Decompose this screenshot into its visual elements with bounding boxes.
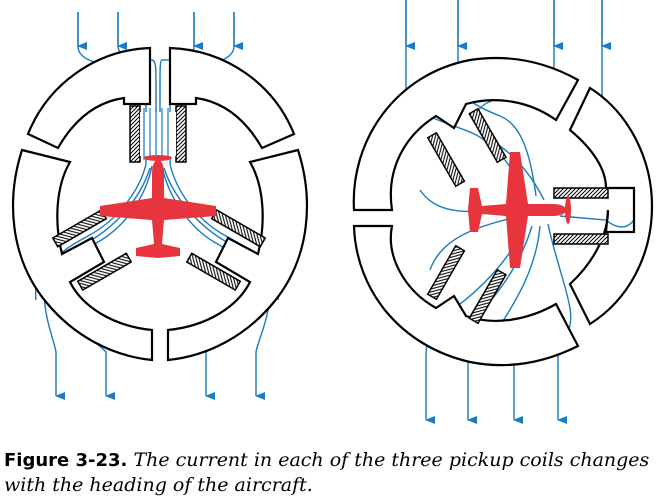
coil-icon: [426, 244, 466, 301]
coil-icon: [129, 105, 141, 163]
coil-icon: [553, 233, 609, 245]
coil-icon: [175, 105, 187, 163]
figure-caption: Figure 3-23. The current in each of the …: [4, 448, 658, 497]
coil-icon: [426, 131, 466, 188]
coil-icon: [210, 208, 267, 248]
flux-valve-diagram: [11, 0, 654, 424]
figure-label: Figure 3-23.: [4, 450, 128, 471]
left-flux-valve: [11, 12, 309, 400]
left-coils: [51, 105, 267, 292]
left-input-arrows: [77, 12, 243, 50]
right-input-arrows: [405, 0, 611, 50]
coil-icon: [76, 252, 133, 292]
right-coils: [426, 107, 609, 325]
airplane-icon: [468, 152, 571, 268]
coil-icon: [553, 187, 609, 199]
right-flux-valve: [352, 0, 654, 424]
figure-caption-text: The current in each of the three pickup …: [4, 449, 650, 496]
coil-icon: [468, 268, 508, 325]
coil-icon: [185, 252, 242, 292]
left-ring: [11, 46, 309, 362]
coil-icon: [468, 107, 508, 164]
right-ring: [352, 56, 654, 367]
airplane-icon: [100, 155, 216, 258]
